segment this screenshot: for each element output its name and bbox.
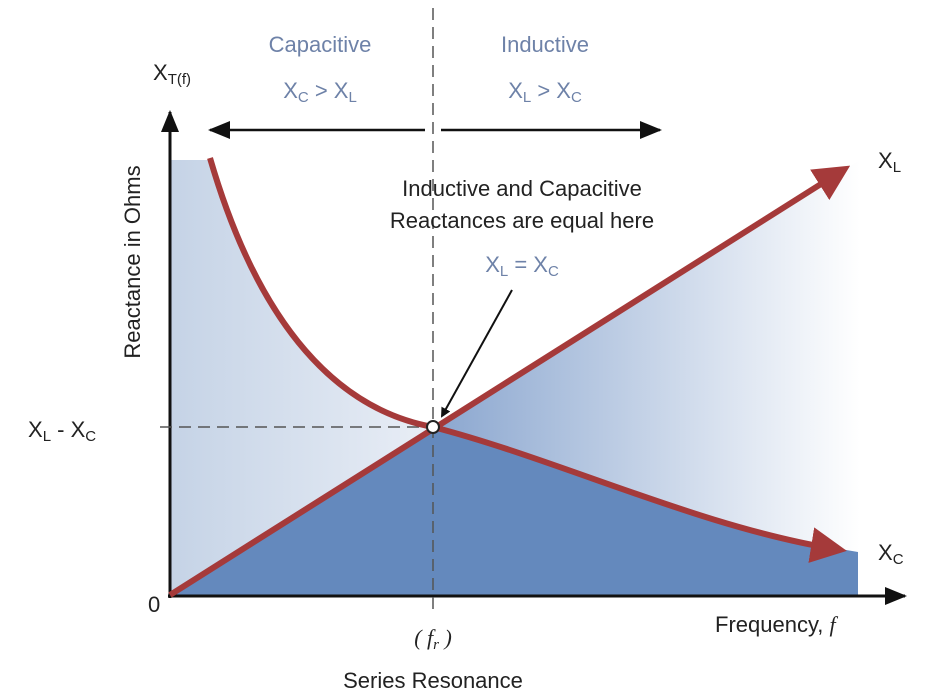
inductive-title: Inductive <box>501 32 589 57</box>
resonance-caption: Series Resonance <box>343 668 523 693</box>
inductive-condition: XL > XC <box>508 78 582 106</box>
resonance-label: ( fr ) <box>414 625 452 653</box>
y-symbol: XT(f) <box>153 60 191 88</box>
capacitive-title: Capacitive <box>269 32 372 57</box>
resonance-point <box>426 420 440 434</box>
reactance-fill <box>170 427 858 595</box>
level-label: XL - XC <box>28 417 96 445</box>
annotation-arrow <box>441 289 513 418</box>
capacitive-condition: XC > XL <box>283 78 357 106</box>
annotation-line: Inductive and Capacitive <box>402 176 642 201</box>
annotation-equation: XL = XC <box>485 252 559 280</box>
annotation-line: Reactances are equal here <box>390 208 654 233</box>
inductive-shade <box>433 160 860 552</box>
y-axis-label: Reactance in Ohms <box>120 165 145 358</box>
origin-label: 0 <box>148 592 160 617</box>
xc-label: XC <box>878 540 904 568</box>
capacitive-shade <box>170 160 433 595</box>
x-axis-label: Frequency, f <box>715 612 839 637</box>
xl-label: XL <box>878 148 901 176</box>
xl-curve <box>168 165 851 598</box>
